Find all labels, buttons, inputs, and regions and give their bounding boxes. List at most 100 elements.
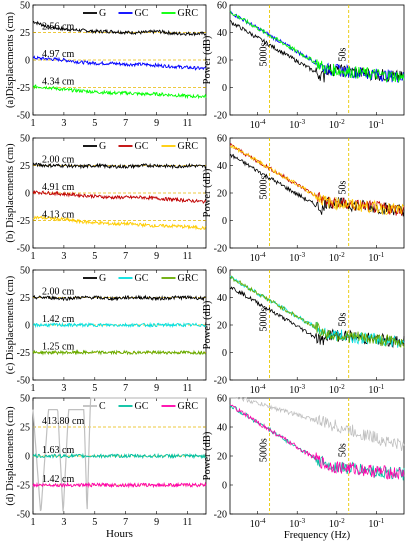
y-tick-label: 50 <box>20 266 30 277</box>
x-tick-label: 11 <box>183 517 193 528</box>
y-tick-label: 40 <box>217 28 227 39</box>
y-tick-label: -25 <box>17 481 30 492</box>
legend-label: GC <box>135 273 149 284</box>
spectrum-line <box>229 143 405 216</box>
series-GRC-line <box>32 84 207 100</box>
spectrum-line <box>230 397 405 452</box>
y-axis-label: (c) Displacements (cm) <box>5 275 16 374</box>
x-tick-label: 9 <box>154 517 159 528</box>
y-tick-label: -20 <box>214 111 227 122</box>
x-tick-label: 10-3 <box>289 383 305 396</box>
y-tick-label: 25 <box>20 28 30 39</box>
offset-annotation: 2.00 cm <box>42 155 74 166</box>
series-GC-line <box>32 55 207 71</box>
y-axis-label: (a)Displacements (cm) <box>5 12 16 108</box>
series-GC-line <box>32 452 207 460</box>
legend-label: GRC <box>178 8 199 19</box>
x-tick-label: 1 <box>31 517 36 528</box>
y-tick-label: 25 <box>20 423 30 434</box>
x-tick-label: 1 <box>31 118 36 129</box>
y-tick-label: 0 <box>25 321 30 332</box>
y-axis-label: (b) Displacements (cm) <box>5 143 16 243</box>
x-tick-label: 10-1 <box>368 383 384 396</box>
x-tick-label: 3 <box>61 251 66 262</box>
y-tick-label: 50 <box>20 394 30 405</box>
x-tick-label: 9 <box>154 383 159 394</box>
y-tick-label: 50 <box>20 134 30 145</box>
legend-label: GC <box>135 8 149 19</box>
x-tick-label: 5 <box>92 517 97 528</box>
x-tick-label: 10-4 <box>250 383 266 396</box>
y-axis-label: Power (dB) <box>202 431 213 480</box>
offset-annotation: 1.42 cm <box>42 474 74 485</box>
offset-annotation: 2.56 cm <box>42 22 74 33</box>
y-tick-label: -20 <box>214 376 227 387</box>
panel-a-left: -50 -25 0 25 50 1 3 5 7 9 11 (a)Displacements (cm) 2… <box>5 1 207 129</box>
spectrum-line <box>229 143 405 216</box>
x-tick-label: 5 <box>92 251 97 262</box>
y-axis-label: Power (dB) <box>202 168 213 217</box>
legend-label: GC <box>135 401 149 412</box>
legend-label: GRC <box>178 141 199 152</box>
panel-c-right: -20 0 20 40 60 10-4 10-3 10-2 10-1 Power (dB) 5000… <box>202 266 405 396</box>
x-tick-label: 10-3 <box>289 118 305 131</box>
y-tick-label: 0 <box>222 348 227 359</box>
y-axis-label: (d) Displacements (cm) <box>5 406 16 506</box>
offset-annotation: 1.42 cm <box>42 314 74 325</box>
offset-annotation: 4.34 cm <box>42 77 74 88</box>
y-tick-label: 60 <box>217 266 227 277</box>
y-tick-label: -20 <box>214 510 227 521</box>
legend-label: G <box>99 273 106 284</box>
legend-label: C <box>99 401 106 412</box>
series-G-line <box>32 162 207 170</box>
x-tick-label: 10-3 <box>289 517 305 530</box>
series-GRC-line <box>32 349 207 356</box>
y-tick-label: -25 <box>17 216 30 227</box>
panel-b-left: -50 -25 0 25 50 1 3 5 7 9 11 (b) Displacements (cm)… <box>5 134 207 262</box>
series-C-line <box>32 397 206 512</box>
x-tick-label: 5 <box>92 118 97 129</box>
x-tick-label: 10-4 <box>250 251 266 264</box>
panel-d-left: -50 -25 0 25 50 1 3 5 7 9 11 (d) Displacements (cm)… <box>5 394 207 540</box>
x-tick-label: 10-4 <box>250 118 266 131</box>
x-tick-label: 10-2 <box>329 383 345 396</box>
panel-d-right: -20 0 20 40 60 10-4 10-3 10-2 10-1 Power (dB) Freq… <box>202 394 405 541</box>
y-tick-label: 50 <box>20 1 30 12</box>
x-tick-label: 10-4 <box>250 517 266 530</box>
vertical-line-label: 5000s <box>259 438 270 462</box>
y-axis-label: Power (dB) <box>202 300 213 349</box>
x-tick-label: 7 <box>123 383 128 394</box>
vertical-line-label: 50s <box>338 47 349 61</box>
y-tick-label: 60 <box>217 1 227 12</box>
offset-annotation: 4.97 cm <box>42 49 74 60</box>
offset-annotation: 2.00 cm <box>42 287 74 298</box>
series-GC-line <box>32 321 207 329</box>
panel-a-right: -20 0 20 40 60 10-4 10-3 10-2 10-1 Power (dB) 5000… <box>202 1 405 131</box>
x-tick-label: 10-1 <box>368 517 384 530</box>
y-tick-label: 40 <box>217 423 227 434</box>
vertical-line-label: 50s <box>338 443 349 457</box>
y-tick-label: 20 <box>217 321 227 332</box>
y-tick-label: -50 <box>17 244 30 255</box>
x-tick-label: 11 <box>183 118 193 129</box>
y-tick-label: 20 <box>217 452 227 463</box>
series-GC-line <box>32 190 207 204</box>
x-tick-label: 10-3 <box>289 251 305 264</box>
vertical-line-label: 5000s <box>259 307 270 331</box>
panel-frame <box>229 397 405 515</box>
series-GRC-line <box>32 481 207 489</box>
y-tick-label: 0 <box>222 83 227 94</box>
legend-label: GRC <box>178 273 199 284</box>
y-tick-label: 0 <box>222 481 227 492</box>
series-G-line <box>33 20 207 37</box>
spectrum-line <box>229 153 405 217</box>
y-tick-label: -20 <box>214 244 227 255</box>
y-tick-label: 20 <box>217 56 227 67</box>
x-tick-label: 7 <box>123 251 128 262</box>
x-tick-label: 5 <box>92 383 97 394</box>
panel-frame <box>229 137 405 249</box>
series-G-line <box>32 294 207 302</box>
x-tick-label: 7 <box>123 517 128 528</box>
x-tick-label: 11 <box>183 383 193 394</box>
